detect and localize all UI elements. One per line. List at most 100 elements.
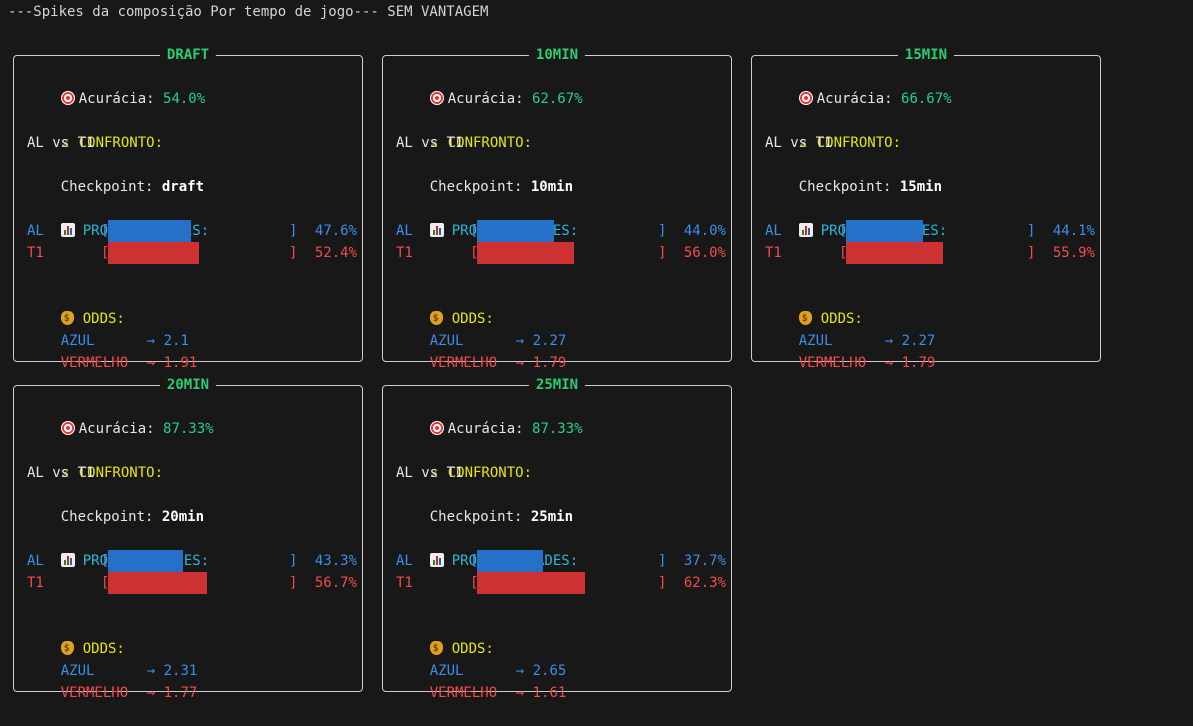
odd-blue-value: 2.27 <box>532 333 567 349</box>
team-red-name: T1 <box>396 575 413 591</box>
confronto-label: CONFRONTO: <box>816 135 902 151</box>
odds-label: ODDS: <box>451 311 494 327</box>
probabilidades-heading: PROBABILIDADES: <box>765 198 947 239</box>
bar-right-bracket: ] <box>289 223 298 239</box>
odd-red-name: VERMELHO <box>798 355 867 371</box>
target-icon <box>798 91 813 105</box>
odd-blue-name: AZUL <box>798 333 833 349</box>
odd-red-value: 1.61 <box>532 685 567 701</box>
checkpoint-value: 10min <box>530 179 574 195</box>
probabilidades-heading: PROBABILIDADES: <box>396 198 578 239</box>
odd-blue-name: AZUL <box>429 663 464 679</box>
bar-left-bracket: [ <box>470 575 479 591</box>
bar-left-bracket: [ <box>101 245 110 261</box>
odds-heading: ODDS: <box>765 286 863 330</box>
match-text: AL vs T1 <box>765 135 833 151</box>
prob-value-red: 56.0% <box>683 245 726 261</box>
crossed-swords-icon: ⚔ <box>429 465 439 481</box>
bar-left-bracket: [ <box>839 245 848 261</box>
checkpoint-label: Checkpoint: <box>60 179 154 195</box>
bar-right-bracket: ] <box>658 223 667 239</box>
odds-heading: ODDS: <box>396 616 494 660</box>
panel-title: 25MIN <box>528 375 586 395</box>
prob-bar-blue <box>108 220 191 242</box>
confronto-label: CONFRONTO: <box>78 135 164 151</box>
odd-blue-name: AZUL <box>429 333 464 349</box>
panel-20min: 20MIN Acurácia: 87.33% ⚔ CONFRONTO: AL vs… <box>13 375 363 701</box>
accuracy-line: Acurácia: 87.33% <box>27 396 214 437</box>
team-red-name: T1 <box>27 575 44 591</box>
bar-chart-icon <box>798 223 813 237</box>
arrow-icon: → <box>146 355 156 371</box>
bar-right-bracket: ] <box>658 575 667 591</box>
confronto-heading: ⚔ CONFRONTO: <box>396 110 532 151</box>
odd-red-value: 1.79 <box>901 355 936 371</box>
accuracy-line: Acurácia: 87.33% <box>396 396 583 437</box>
odd-blue-line: AZUL → 2.1 <box>27 308 189 349</box>
accuracy-value: 62.67% <box>532 91 583 107</box>
prob-bar-red <box>846 242 943 264</box>
accuracy-line: Acurácia: 62.67% <box>396 66 583 107</box>
arrow-icon: → <box>146 663 156 679</box>
prob-bar-blue <box>846 220 923 242</box>
odd-blue-name: AZUL <box>60 333 95 349</box>
prob-bar-blue <box>477 550 543 572</box>
odd-blue-line: AZUL → 2.27 <box>396 308 567 349</box>
bar-left-bracket: [ <box>101 575 110 591</box>
money-bag-icon <box>60 638 74 660</box>
odd-blue-value: 2.31 <box>163 663 198 679</box>
arrow-icon: → <box>146 333 156 349</box>
panel-title: 15MIN <box>897 45 955 65</box>
bar-right-bracket: ] <box>658 245 667 261</box>
accuracy-value: 87.33% <box>532 421 583 437</box>
bar-chart-icon <box>429 223 444 237</box>
panel-title: 20MIN <box>159 375 217 395</box>
probabilidades-heading: PROBABILIDADES: <box>396 528 578 569</box>
odd-red-line: VERMELHO → 1.79 <box>765 330 936 371</box>
prob-value-red: 56.7% <box>314 575 357 591</box>
confronto-label: CONFRONTO: <box>447 465 533 481</box>
panel-title: DRAFT <box>159 45 217 65</box>
arrow-icon: → <box>146 685 156 701</box>
team-blue-name: AL <box>27 223 44 239</box>
odd-red-name: VERMELHO <box>429 685 498 701</box>
confronto-heading: ⚔ CONFRONTO: <box>27 440 163 481</box>
odd-blue-name: AZUL <box>60 663 95 679</box>
prob-value-blue: 47.6% <box>314 223 357 239</box>
crossed-swords-icon: ⚔ <box>429 135 439 151</box>
accuracy-label: Acurácia: <box>78 91 155 107</box>
checkpoint-label: Checkpoint: <box>429 509 523 525</box>
team-blue-name: AL <box>396 553 413 569</box>
odd-blue-value: 2.1 <box>163 333 189 349</box>
team-red-name: T1 <box>396 245 413 261</box>
odd-blue-value: 2.27 <box>901 333 936 349</box>
prob-value-blue: 44.0% <box>683 223 726 239</box>
panel-25min: 25MIN Acurácia: 87.33% ⚔ CONFRONTO: AL vs… <box>382 375 732 701</box>
prob-row-red: T1 [ ] 56.7% <box>27 572 357 594</box>
bar-right-bracket: ] <box>1027 223 1036 239</box>
prob-bar-red <box>108 242 199 264</box>
panel-draft: DRAFT Acurácia: 54.0% ⚔ CONFRONTO: AL vs … <box>13 45 363 371</box>
bar-chart-icon <box>429 553 444 567</box>
arrow-icon: → <box>515 663 525 679</box>
prob-row-blue: AL [ ] 44.1% <box>765 220 1095 242</box>
odds-heading: ODDS: <box>396 286 494 330</box>
panel-title: 10MIN <box>528 45 586 65</box>
prob-row-red: T1 [ ] 55.9% <box>765 242 1095 264</box>
bar-left-bracket: [ <box>101 553 110 569</box>
probabilidades-heading: PROBABILIDADES: <box>27 198 209 239</box>
bar-left-bracket: [ <box>470 223 479 239</box>
odd-red-line: VERMELHO → 1.77 <box>27 660 198 701</box>
accuracy-value: 87.33% <box>163 421 214 437</box>
checkpoint-label: Checkpoint: <box>60 509 154 525</box>
page-title: ---Spikes da composição Por tempo de jog… <box>8 4 489 20</box>
odd-red-value: 1.77 <box>163 685 198 701</box>
panel-10min: 10MIN Acurácia: 62.67% ⚔ CONFRONTO: AL vs… <box>382 45 732 371</box>
odd-red-line: VERMELHO → 1.91 <box>27 330 198 371</box>
prob-bar-red <box>108 572 207 594</box>
odd-red-value: 1.79 <box>532 355 567 371</box>
prob-bar-red <box>477 572 585 594</box>
checkpoint-line: Checkpoint: 15min <box>765 154 942 195</box>
checkpoint-line: Checkpoint: 20min <box>27 484 204 525</box>
target-icon <box>60 421 75 435</box>
